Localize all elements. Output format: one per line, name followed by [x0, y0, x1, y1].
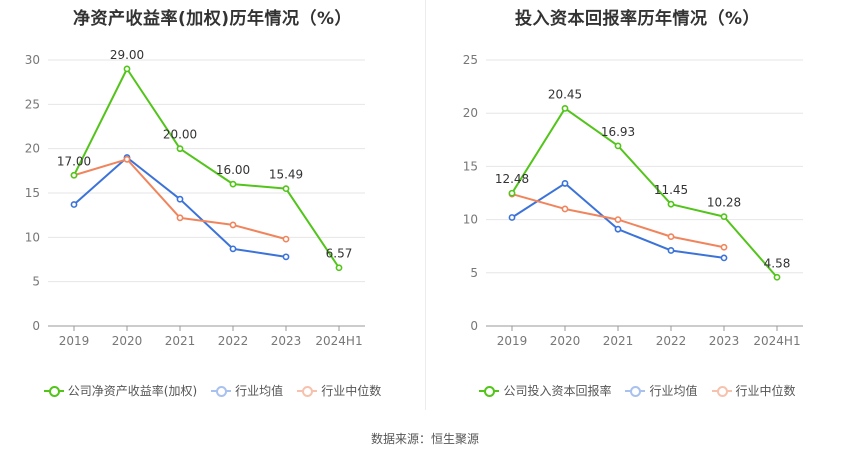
series-line: [73, 156, 287, 258]
data-point: [614, 216, 622, 223]
data-point: [508, 214, 516, 221]
legend-item-industry-mean[interactable]: 行业均值: [625, 382, 698, 399]
data-point: [282, 253, 290, 261]
legend-label: 公司净资产收益率(加权): [67, 384, 198, 398]
legend-item-company[interactable]: 公司投入资本回报率: [479, 382, 611, 399]
data-label: 12.48: [495, 172, 529, 186]
data-point: [508, 189, 516, 197]
data-label: 16.93: [601, 125, 635, 139]
y-tick-label: 0: [32, 319, 40, 333]
legend-line-marker-icon: [625, 385, 646, 397]
data-point: [123, 155, 131, 163]
data-point: [667, 247, 675, 254]
series-line: [511, 107, 778, 278]
data-point: [667, 200, 675, 208]
x-tick-label: 2023: [709, 334, 740, 348]
data-source-note: 数据来源：恒生聚源: [370, 432, 479, 446]
y-tick-label: 20: [25, 142, 40, 156]
roe-chart-panel: 净资产收益率(加权)历年情况（%） 0 5 10 15 20 25 30 2019 2020 20…: [0, 0, 425, 410]
legend-line-marker-icon: [479, 385, 500, 397]
data-point: [561, 180, 569, 187]
data-point: [70, 171, 78, 179]
y-tick-label: 15: [463, 159, 478, 173]
legend-item-industry-median[interactable]: 行业中位数: [297, 382, 381, 399]
data-point: [720, 213, 728, 221]
x-tick-label: 2019: [497, 334, 528, 348]
y-tick-label: 5: [32, 275, 40, 289]
legend-line-marker-icon: [297, 385, 318, 397]
data-point: [667, 233, 675, 241]
legend-item-company[interactable]: 公司净资产收益率(加权): [43, 382, 198, 399]
series-line: [73, 67, 340, 269]
data-label: 15.49: [269, 168, 303, 182]
y-tick-label: 10: [463, 213, 478, 227]
x-tick-label: 2020: [550, 334, 581, 348]
data-point: [720, 254, 728, 262]
legend-label: 行业中位数: [321, 384, 382, 398]
x-tick-label: 2019: [59, 334, 90, 348]
data-point: [773, 273, 781, 281]
legend-label: 行业均值: [235, 384, 284, 398]
roic-chart-panel: 投入资本回报率历年情况（%） 0 5 10 15 20 25 2019 2020 2021 202…: [425, 0, 850, 410]
legend-line-marker-icon: [711, 385, 732, 397]
data-label: 17.00: [57, 154, 91, 168]
y-tick-label: 15: [25, 186, 40, 200]
y-tick-label: 5: [470, 266, 478, 280]
data-point: [123, 65, 131, 73]
y-tick-label: 10: [25, 230, 40, 244]
data-point: [335, 264, 343, 272]
data-point: [176, 145, 184, 153]
panel-divider: [425, 0, 426, 410]
data-label: 16.00: [216, 163, 250, 177]
legend-item-industry-median[interactable]: 行业中位数: [711, 382, 796, 399]
chart-legend: 公司净资产收益率(加权) 行业均值 行业中位数: [0, 382, 425, 399]
chart-legend: 公司投入资本回报率 行业均值 行业中位数: [425, 382, 850, 399]
data-point: [282, 235, 290, 243]
data-point: [614, 142, 622, 150]
x-tick-label: 2024H1: [753, 334, 800, 348]
data-label: 20.00: [163, 128, 197, 142]
data-label: 4.58: [764, 256, 791, 270]
legend-label: 行业均值: [649, 384, 698, 398]
legend-label: 行业中位数: [735, 384, 796, 398]
x-tick-label: 2021: [165, 334, 196, 348]
data-label: 10.28: [707, 196, 741, 210]
x-tick-label: 2021: [603, 334, 634, 348]
chart-title: 净资产收益率(加权)历年情况（%）: [72, 9, 353, 29]
x-tick-label: 2023: [271, 334, 302, 348]
chart-title: 投入资本回报率历年情况（%）: [514, 9, 761, 29]
legend-line-marker-icon: [211, 385, 232, 397]
roic-line-chart: 0 5 10 15 20 25 2019 2020 2021 2022 2023 2024H1 12.4…: [463, 53, 803, 348]
x-tick-label: 2022: [656, 334, 687, 348]
legend-label: 公司投入资本回报率: [503, 384, 612, 398]
data-point: [229, 245, 237, 253]
data-point: [282, 185, 290, 193]
x-tick-label: 2022: [218, 334, 249, 348]
data-point: [561, 205, 569, 213]
data-point: [561, 105, 569, 112]
y-tick-label: 0: [470, 319, 478, 333]
data-label: 6.57: [326, 247, 353, 261]
data-point: [720, 243, 728, 251]
data-label: 11.45: [654, 183, 688, 197]
x-tick-label: 2024H1: [315, 334, 362, 348]
y-tick-label: 20: [463, 106, 478, 120]
data-point: [70, 201, 78, 208]
legend-item-industry-mean[interactable]: 行业均值: [211, 382, 283, 399]
legend-line-marker-icon: [43, 385, 64, 397]
x-tick-label: 2020: [112, 334, 143, 348]
y-tick-label: 30: [25, 53, 40, 67]
data-point: [176, 195, 184, 203]
y-tick-label: 25: [463, 53, 478, 67]
data-point: [229, 180, 237, 188]
y-tick-label: 25: [25, 97, 40, 111]
data-point: [614, 225, 622, 233]
data-label: 20.45: [548, 87, 582, 101]
data-point: [176, 214, 184, 222]
data-point: [229, 221, 237, 229]
data-label: 29.00: [110, 48, 144, 62]
roe-line-chart: 0 5 10 15 20 25 30 2019 2020 2021 2022 2023 2024H1 17…: [25, 48, 365, 348]
